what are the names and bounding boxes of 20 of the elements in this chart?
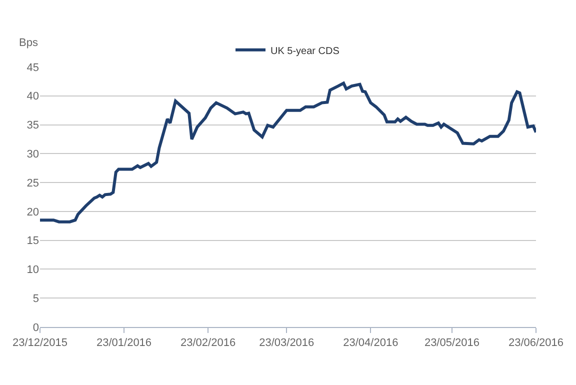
x-tick-label: 23/02/2016 (180, 337, 236, 350)
y-tick-label: 35 (26, 120, 39, 132)
y-axis-title: Bps (19, 37, 38, 49)
x-tick-label: 23/06/2016 (508, 337, 564, 350)
y-tick-label: 30 (26, 148, 39, 161)
y-tick-label: 25 (26, 177, 39, 190)
y-tick-label: 0 (32, 322, 39, 334)
y-tick-label: 10 (26, 264, 39, 276)
x-tick-label: 23/12/2015 (12, 337, 68, 350)
y-tick-label: 20 (26, 206, 39, 218)
y-tick-label: 45 (26, 62, 39, 74)
x-tick-label: 23/04/2016 (343, 337, 398, 350)
x-tick-label: 23/01/2016 (96, 337, 152, 350)
y-tick-label: 5 (32, 292, 39, 305)
y-tick-label: 15 (26, 235, 39, 248)
x-tick-label: 23/03/2016 (259, 337, 314, 350)
line-series (40, 82, 536, 224)
legend-label: UK 5-year CDS (270, 46, 340, 57)
x-tick-label: 23/05/2016 (424, 337, 480, 350)
y-tick-label: 40 (26, 90, 39, 103)
